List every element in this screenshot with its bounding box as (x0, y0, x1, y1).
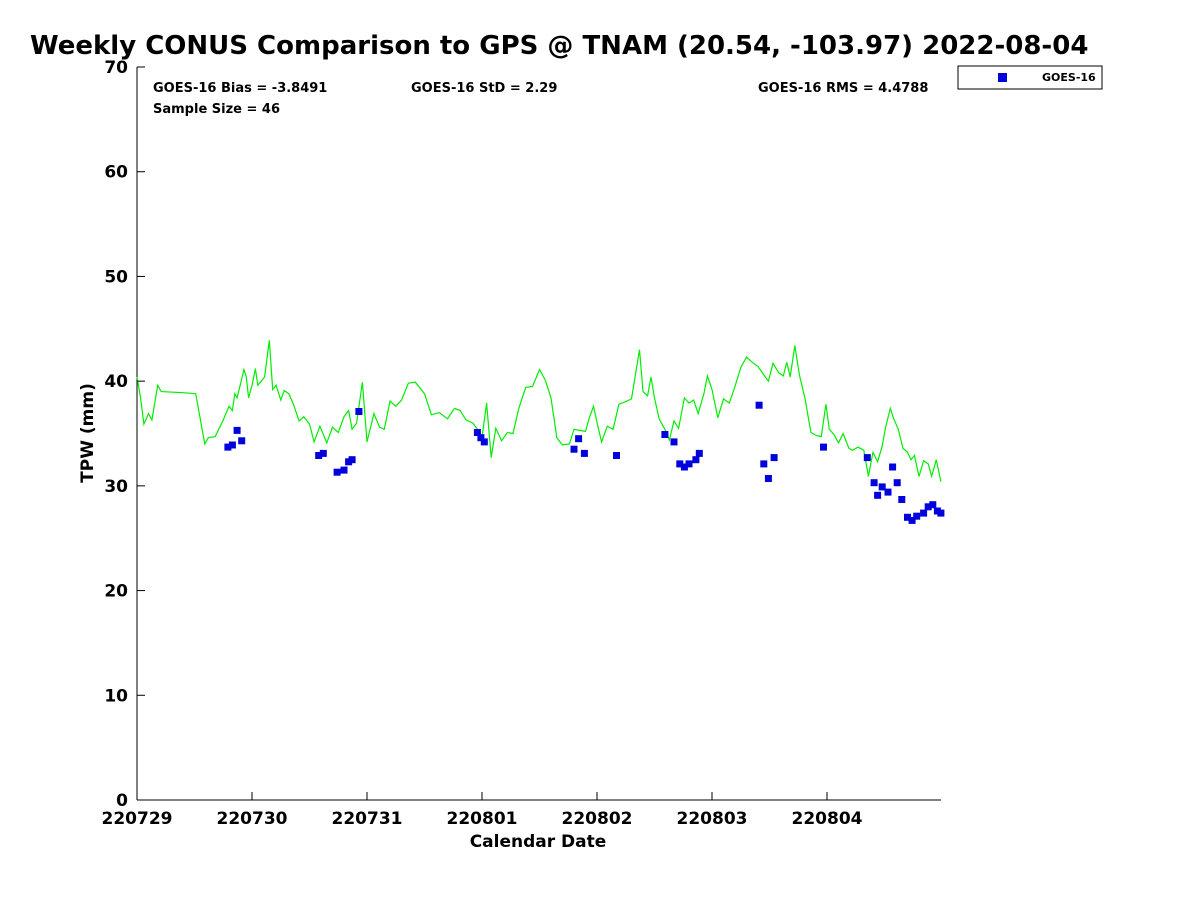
x-tick-label: 220802 (562, 809, 633, 829)
bias-annotation: GOES-16 Bias = -3.8491 (153, 81, 327, 96)
legend-label: GOES-16 (1042, 71, 1096, 84)
goes16-data-point (480, 438, 488, 446)
goes16-data-point (924, 503, 932, 511)
x-tick-label: 220803 (677, 809, 748, 829)
x-tick-layer: 220729 220730 220731 220801 220802 220803 2208… (102, 792, 863, 829)
goes16-data-point (913, 512, 921, 520)
goes16-data-point (870, 479, 878, 487)
goes16-data-point (676, 460, 684, 468)
goes16-data-point (685, 460, 693, 468)
std-annotation: GOES-16 StD = 2.29 (411, 81, 557, 96)
goes16-data-point (904, 513, 911, 521)
x-tick-label: 220729 (102, 809, 173, 829)
goes16-data-point (473, 429, 481, 436)
goes16-data-point (613, 452, 620, 459)
x-axis-label: Calendar Date (470, 832, 607, 852)
goes16-data-point (340, 466, 348, 474)
x-tick-label: 220731 (332, 809, 403, 829)
rms-annotation: GOES-16 RMS = 4.4788 (758, 81, 928, 96)
sample-size-annotation: Sample Size = 46 (153, 102, 280, 117)
goes16-data-point (929, 501, 937, 509)
gps-tpw-line (136, 340, 942, 482)
y-tick-label: 0 (116, 791, 128, 811)
x-tick-label: 220804 (792, 809, 863, 829)
x-tick-label: 220730 (217, 809, 288, 829)
y-tick-layer: 0 10 20 30 40 50 60 70 (104, 58, 145, 811)
legend: GOES-16 (957, 65, 1103, 90)
goes16-data-point (319, 449, 327, 457)
y-axis-label: TPW (mm) (78, 383, 98, 483)
y-tick-label: 10 (104, 686, 128, 706)
goes16-data-point (233, 426, 241, 434)
goes-marker-layer (224, 401, 945, 524)
gps-line-layer (136, 340, 942, 482)
y-tick-label: 50 (104, 267, 128, 287)
y-tick-label: 30 (104, 477, 128, 497)
goes16-data-point (315, 452, 323, 459)
goes16-data-point (224, 443, 232, 451)
goes16-data-point (695, 449, 703, 457)
y-tick-label: 20 (104, 582, 128, 602)
goes16-data-point (920, 509, 928, 517)
goes16-data-point (355, 408, 363, 415)
goes16-data-point (937, 509, 945, 517)
goes16-data-point (884, 488, 892, 496)
x-tick-label: 220801 (447, 809, 518, 829)
goes16-data-point (238, 437, 246, 445)
y-tick-label: 60 (104, 163, 128, 183)
goes16-data-point (680, 463, 688, 471)
goes16-data-point (874, 491, 882, 499)
legend-marker (998, 73, 1007, 82)
goes16-data-point (820, 443, 827, 451)
goes16-data-point (898, 496, 906, 503)
legend-box (957, 65, 1103, 90)
goes16-data-point (477, 434, 485, 442)
goes16-data-point (770, 454, 778, 462)
goes16-data-point (692, 456, 700, 464)
y-tick-label: 70 (104, 58, 128, 78)
goes16-data-point (878, 483, 886, 491)
goes16-data-point (755, 401, 763, 409)
goes16-data-point (893, 479, 901, 487)
goes16-data-point (670, 438, 678, 446)
goes16-data-point (570, 445, 578, 453)
plot-axes (136, 67, 941, 801)
chart-title: Weekly CONUS Comparison to GPS @ TNAM (2… (30, 31, 1088, 61)
goes16-data-point (228, 441, 236, 449)
goes16-data-point (908, 516, 916, 524)
goes16-data-point (333, 468, 341, 476)
goes16-data-point (863, 454, 871, 462)
goes16-data-point (889, 463, 897, 471)
goes16-data-point (580, 449, 588, 457)
goes16-data-point (661, 431, 669, 438)
goes16-data-point (760, 460, 768, 468)
goes16-data-point (764, 475, 772, 482)
y-tick-label: 40 (104, 372, 128, 392)
goes16-data-point (348, 456, 356, 464)
goes16-data-point (575, 435, 583, 443)
